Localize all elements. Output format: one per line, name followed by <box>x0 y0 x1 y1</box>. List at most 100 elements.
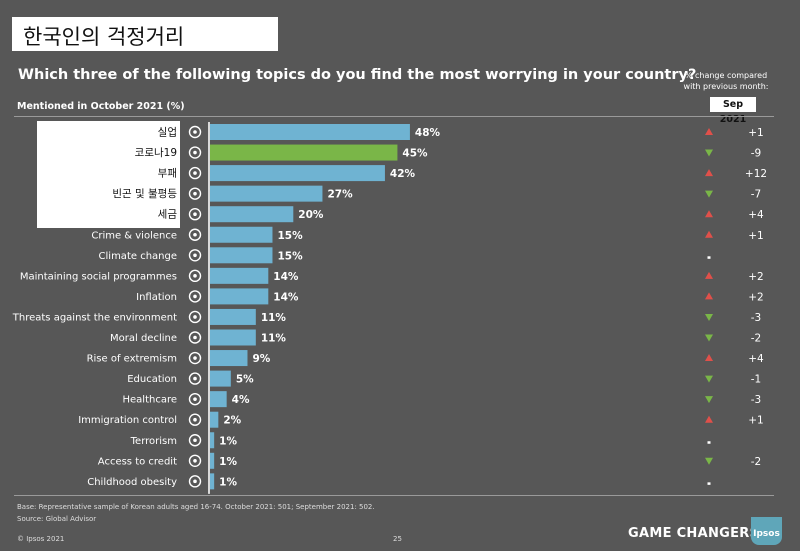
category-label: 세금 <box>158 209 178 221</box>
bar <box>210 329 256 346</box>
change-label: -9 <box>751 148 761 160</box>
bar <box>210 308 256 325</box>
down-arrow-icon <box>705 149 713 157</box>
copyright: © Ipsos 2021 <box>17 535 65 543</box>
value-label: 15% <box>277 250 303 262</box>
source-note: Source: Global Advisor <box>17 515 97 523</box>
no-change-marker <box>707 256 711 259</box>
up-arrow-icon <box>705 292 713 300</box>
bar <box>210 144 398 161</box>
korean-label-panel <box>37 121 180 228</box>
value-label: 11% <box>261 333 287 345</box>
page-number: 25 <box>393 535 402 543</box>
category-label: Rise of extremism <box>87 354 177 365</box>
category-label: Moral decline <box>110 333 177 344</box>
change-header: % change compared with previous month: <box>672 70 780 92</box>
change-label: +1 <box>748 230 763 242</box>
healthcare-icon <box>188 392 202 406</box>
value-label: 45% <box>402 148 428 160</box>
category-label: Inflation <box>136 292 177 303</box>
taxes-icon <box>188 207 202 221</box>
credit-icon-dot <box>193 459 197 463</box>
category-label: Education <box>127 374 177 385</box>
bar <box>210 370 231 387</box>
value-label: 20% <box>298 209 324 221</box>
extremism-icon-dot <box>193 356 197 360</box>
value-label: 2% <box>223 415 241 427</box>
category-label: Threats against the environment <box>12 312 177 323</box>
up-arrow-icon <box>705 169 713 177</box>
inflation-icon <box>188 290 202 303</box>
category-label: Childhood obesity <box>87 477 177 488</box>
taxes-icon-dot <box>193 212 197 216</box>
moral-decline-icon-dot <box>193 335 197 340</box>
category-label: Terrorism <box>130 436 177 447</box>
value-label: 9% <box>252 353 270 365</box>
value-label: 4% <box>232 394 250 406</box>
environment-icon <box>188 310 202 324</box>
corruption-icon-dot <box>193 171 197 175</box>
bar <box>210 185 323 202</box>
x-axis-label: Mentioned in October 2021 (%) <box>17 101 185 112</box>
moral-decline-icon <box>188 331 202 344</box>
inflation-icon-dot <box>193 294 197 299</box>
social-programmes-icon-dot <box>193 274 197 278</box>
ipsos-logo: Ipsos <box>751 517 782 545</box>
unemployment-icon <box>188 125 202 139</box>
down-arrow-icon <box>705 313 713 321</box>
change-label: +4 <box>748 209 764 221</box>
up-arrow-icon <box>705 230 713 238</box>
category-label: Climate change <box>99 251 177 262</box>
no-change-marker <box>707 482 711 485</box>
environment-icon-dot <box>193 315 197 319</box>
value-label: 1% <box>219 456 237 468</box>
category-label: Maintaining social programmes <box>20 271 177 282</box>
up-arrow-icon <box>705 210 713 218</box>
change-label: -3 <box>751 394 761 406</box>
social-programmes-icon <box>188 269 202 283</box>
obesity-icon-dot <box>193 479 197 484</box>
value-label: 14% <box>273 291 299 303</box>
immigration-icon <box>188 413 202 426</box>
terrorism-icon <box>188 434 202 447</box>
brand-text: GAME CHANGERS <box>628 526 760 541</box>
obesity-icon <box>188 475 202 488</box>
healthcare-icon-dot <box>193 397 197 401</box>
extremism-icon <box>188 351 202 365</box>
value-label: 11% <box>261 312 287 324</box>
education-icon <box>188 372 202 385</box>
change-label: -2 <box>751 333 761 345</box>
category-label: 부패 <box>158 168 177 180</box>
value-label: 42% <box>390 168 416 180</box>
change-label: -2 <box>751 456 761 468</box>
down-arrow-icon <box>705 190 713 198</box>
bar <box>210 432 215 449</box>
education-icon-dot <box>193 376 197 381</box>
down-arrow-icon <box>705 457 713 465</box>
change-header-line1: % change compared <box>684 71 768 80</box>
value-label: 14% <box>273 271 299 283</box>
credit-icon <box>188 454 202 467</box>
change-label: +4 <box>748 353 764 365</box>
value-label: 1% <box>219 476 237 488</box>
down-arrow-icon <box>705 334 713 342</box>
header-divider <box>14 116 774 117</box>
bar <box>210 267 269 284</box>
terrorism-icon-dot <box>193 438 197 443</box>
korean-title: 한국인의 걱정거리 <box>12 17 278 51</box>
bar <box>210 124 410 140</box>
bar <box>210 452 215 469</box>
category-label: 코로나19 <box>135 147 177 159</box>
up-arrow-icon <box>705 415 713 423</box>
climate-icon-dot <box>193 253 197 258</box>
change-column-label: Sep 2021 <box>710 97 756 125</box>
crime-icon-dot <box>193 232 197 237</box>
change-label: +12 <box>745 168 767 180</box>
bar <box>210 411 219 428</box>
value-label: 27% <box>327 189 353 201</box>
bar <box>210 350 248 367</box>
coronavirus-icon <box>188 146 202 159</box>
bar <box>210 165 385 182</box>
climate-icon <box>188 249 202 262</box>
